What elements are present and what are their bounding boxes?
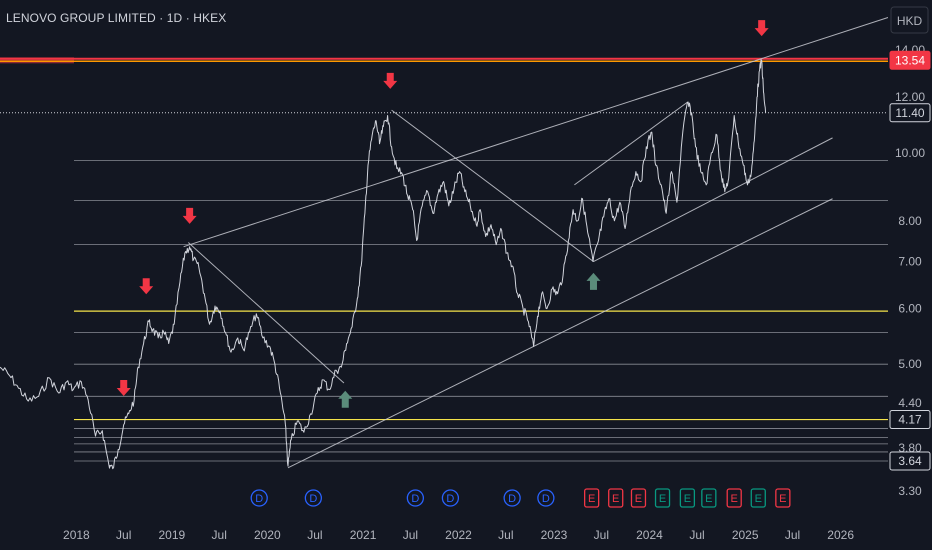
earnings-event-letter: E	[635, 493, 642, 505]
y-tick-label: 10.00	[895, 146, 925, 160]
currency-label: HKD	[897, 14, 923, 28]
earnings-event-icon[interactable]	[608, 488, 624, 508]
trendline	[593, 137, 833, 262]
x-tick-label: Jul	[403, 528, 418, 542]
y-tick-label: 3.80	[898, 441, 922, 455]
x-tick-label: 2021	[350, 528, 377, 542]
trendline	[391, 109, 594, 262]
x-tick-label: 2019	[158, 528, 185, 542]
x-tick-label: 2020	[254, 528, 281, 542]
y-axis[interactable]: HKD14.0012.0010.008.007.006.005.004.403.…	[888, 0, 932, 550]
dividend-event-icon[interactable]	[250, 489, 268, 507]
trendline	[183, 17, 889, 248]
price-level-label	[889, 451, 931, 471]
x-tick-label: 2026	[827, 528, 854, 542]
dividend-event-icon[interactable]	[503, 489, 521, 507]
currency-button[interactable]	[890, 6, 929, 34]
x-tick-label: Jul	[498, 528, 513, 542]
y-tick-label: 6.00	[898, 302, 922, 316]
earnings-event-letter: E	[659, 493, 666, 505]
dividend-event-letter: D	[255, 493, 263, 505]
y-tick-label: 4.40	[898, 396, 922, 410]
y-tick-label: 5.00	[898, 357, 922, 371]
down-arrow-icon	[754, 20, 769, 37]
dividend-event-letter: D	[411, 493, 419, 505]
x-tick-label: Jul	[785, 528, 800, 542]
price-level-label	[889, 410, 931, 430]
dividend-event-icon[interactable]	[304, 489, 323, 507]
earnings-event-letter: E	[755, 493, 762, 505]
down-arrow-icon	[116, 379, 131, 396]
trend-channels	[183, 17, 889, 469]
earnings-event-letter: E	[779, 493, 786, 505]
x-tick-label: 2022	[445, 528, 472, 542]
x-tick-label: Jul	[116, 528, 131, 542]
x-tick-label: Jul	[689, 528, 704, 542]
y-tick-label: 8.00	[898, 214, 922, 228]
price-level-value: 3.64	[898, 454, 922, 468]
earnings-event-icon[interactable]	[584, 488, 600, 508]
up-arrow-icon	[586, 272, 601, 290]
horizontal-levels	[0, 57, 888, 462]
price-series	[0, 58, 767, 470]
x-tick-label: Jul	[594, 528, 609, 542]
y-tick-label: 3.30	[898, 484, 922, 498]
x-tick-label: 2024	[636, 528, 663, 542]
down-arrow-icon	[182, 207, 197, 224]
earnings-event-icon[interactable]	[726, 488, 742, 508]
trendline	[287, 198, 833, 469]
down-arrow-icon	[383, 72, 398, 89]
x-tick-label: 2023	[541, 528, 568, 542]
dividend-event-letter: D	[508, 493, 516, 505]
price-level-value: 11.40	[895, 106, 924, 120]
earnings-event-icon[interactable]	[630, 488, 647, 508]
earnings-event-icon[interactable]	[701, 488, 717, 508]
up-arrow-icon	[338, 390, 353, 408]
earnings-event-letter: E	[588, 493, 595, 505]
earnings-event-icon[interactable]	[750, 488, 766, 508]
down-arrow-icon	[139, 278, 154, 295]
x-tick-label: Jul	[307, 528, 322, 542]
earnings-event-icon[interactable]	[679, 488, 696, 508]
price-level-label	[889, 103, 931, 123]
earnings-event-letter: E	[612, 493, 619, 505]
trendline	[187, 242, 345, 384]
price-level-value: 4.17	[898, 413, 922, 427]
trendline	[574, 101, 688, 186]
earnings-event-letter: E	[684, 493, 691, 505]
x-axis-background	[0, 520, 888, 550]
dividend-event-icon[interactable]	[537, 489, 555, 507]
dividend-event-letter: D	[309, 493, 317, 505]
earnings-event-letter: E	[705, 493, 712, 505]
dividend-event-letter: D	[542, 493, 550, 505]
y-tick-label: 7.00	[898, 255, 922, 269]
earnings-event-letter: E	[731, 493, 738, 505]
price-level-value: 13.54	[895, 53, 925, 67]
resistance-zone	[0, 57, 74, 64]
y-tick-label: 12.00	[895, 90, 925, 104]
earnings-event-icon[interactable]	[654, 488, 671, 508]
price-level-label	[889, 50, 931, 70]
x-tick-label: 2025	[732, 528, 759, 542]
x-axis[interactable]: 2018 Jul 2019 Jul 2020 Jul 2021 Jul 2022 Jul 2023 J…	[0, 520, 888, 550]
x-tick-label: 2018	[63, 528, 90, 542]
price-line	[0, 58, 767, 470]
symbol-title: LENOVO GROUP LIMITED · 1D · HKEX	[6, 11, 227, 25]
dividend-event-icon[interactable]	[441, 489, 460, 507]
x-tick-label: Jul	[212, 528, 227, 542]
signal-markers	[116, 20, 769, 408]
dividend-event-icon[interactable]	[406, 489, 425, 507]
dividend-event-letter: D	[446, 493, 454, 505]
earnings-event-icon[interactable]	[775, 488, 791, 508]
